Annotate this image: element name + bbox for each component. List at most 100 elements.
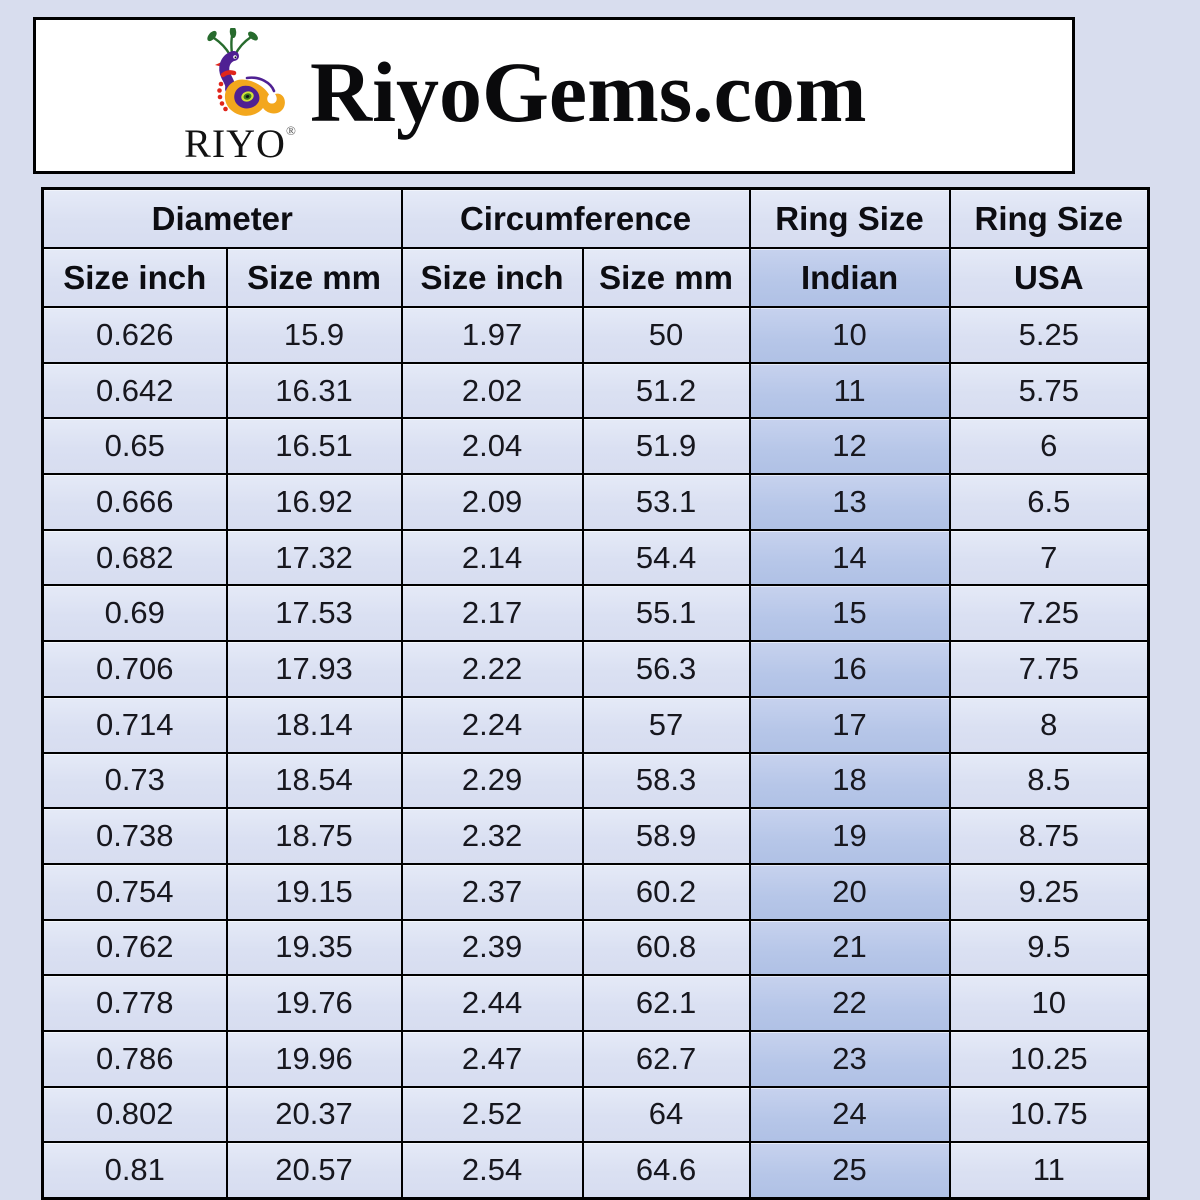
table-cell: 22 — [748, 974, 951, 1032]
table-row: 0.762 19.35 2.39 60.8 21 9.5 — [41, 918, 1150, 977]
table-row: 0.65 16.51 2.04 51.9 12 6 — [41, 417, 1150, 476]
table-row: 0.714 18.14 2.24 57 17 8 — [41, 695, 1150, 754]
table-cell: 2.29 — [400, 751, 584, 810]
table-row: 0.73 18.54 2.29 58.3 18 8.5 — [41, 751, 1150, 810]
brand-header: RIYO® RiyoGems.com — [33, 17, 1075, 174]
table-cell: 19.35 — [225, 918, 403, 977]
table-cell: 17 — [748, 695, 951, 754]
table-cell: 60.2 — [581, 862, 751, 921]
table-cell: 6.5 — [948, 473, 1150, 531]
column-header-diameter-mm: Size mm — [225, 247, 403, 308]
table-cell: 17.32 — [225, 528, 403, 587]
table-cell: 12 — [748, 417, 951, 476]
table-cell: 53.1 — [581, 473, 751, 531]
table-cell: 7.25 — [948, 584, 1150, 643]
column-group-diameter: Diameter — [41, 187, 403, 249]
table-cell: 50 — [581, 306, 751, 364]
registered-mark-icon: ® — [285, 122, 296, 138]
table-cell: 57 — [581, 695, 751, 754]
table-cell: 18.54 — [225, 751, 403, 810]
table-cell: 6 — [948, 417, 1150, 476]
table-cell: 11 — [948, 1141, 1150, 1200]
table-row: 0.754 19.15 2.37 60.2 20 9.25 — [41, 862, 1150, 921]
column-header-indian: Indian — [748, 247, 951, 308]
riyo-logo: RIYO® — [184, 27, 296, 166]
table-cell: 2.44 — [400, 974, 584, 1032]
table-cell: 10 — [948, 974, 1150, 1032]
column-header-diameter-inch: Size inch — [41, 247, 228, 308]
table-cell: 9.5 — [948, 918, 1150, 977]
table-cell: 0.666 — [41, 473, 228, 531]
peacock-icon — [207, 27, 285, 116]
table-row: 0.642 16.31 2.02 51.2 11 5.75 — [41, 361, 1150, 420]
table-cell: 2.37 — [400, 862, 584, 921]
table-cell: 19.15 — [225, 862, 403, 921]
table-cell: 16.31 — [225, 361, 403, 420]
table-cell: 58.3 — [581, 751, 751, 810]
table-cell: 5.25 — [948, 306, 1150, 364]
table-cell: 0.69 — [41, 584, 228, 643]
table-cell: 2.32 — [400, 807, 584, 865]
table-cell: 2.04 — [400, 417, 584, 476]
table-row: 0.666 16.92 2.09 53.1 13 6.5 — [41, 473, 1150, 531]
table-body: 0.626 15.9 1.97 50 10 5.25 0.642 16.31 2.02 51.2 1… — [41, 306, 1150, 1200]
table-cell: 2.54 — [400, 1141, 584, 1200]
logo-wordmark: RIYO® — [184, 120, 296, 166]
table-cell: 24 — [748, 1085, 951, 1144]
table-cell: 2.17 — [400, 584, 584, 643]
table-cell: 64.6 — [581, 1141, 751, 1200]
column-header-circumference-inch: Size inch — [400, 247, 584, 308]
table-cell: 0.706 — [41, 640, 228, 698]
column-group-circumference: Circumference — [400, 187, 751, 249]
table-cell: 2.14 — [400, 528, 584, 587]
table-cell: 20.37 — [225, 1085, 403, 1144]
table-cell: 16.92 — [225, 473, 403, 531]
table-cell: 7.75 — [948, 640, 1150, 698]
table-cell: 21 — [748, 918, 951, 977]
table-cell: 19 — [748, 807, 951, 865]
table-cell: 10.75 — [948, 1085, 1150, 1144]
table-cell: 60.8 — [581, 918, 751, 977]
table-cell: 25 — [748, 1141, 951, 1200]
table-cell: 15 — [748, 584, 951, 643]
table-row: 0.738 18.75 2.32 58.9 19 8.75 — [41, 807, 1150, 865]
table-cell: 16.51 — [225, 417, 403, 476]
table-cell: 0.81 — [41, 1141, 228, 1200]
column-header-circumference-mm: Size mm — [581, 247, 751, 308]
table-cell: 2.39 — [400, 918, 584, 977]
table-cell: 62.7 — [581, 1029, 751, 1088]
table-cell: 2.47 — [400, 1029, 584, 1088]
table-cell: 0.714 — [41, 695, 228, 754]
table-cell: 2.22 — [400, 640, 584, 698]
table-cell: 0.802 — [41, 1085, 228, 1144]
column-group-ring-size-usa: Ring Size — [948, 187, 1150, 249]
group-header-row: Diameter Circumference Ring Size Ring Si… — [41, 187, 1150, 249]
table-cell: 55.1 — [581, 584, 751, 643]
table-cell: 0.738 — [41, 807, 228, 865]
table-cell: 0.682 — [41, 528, 228, 587]
table-cell: 17.93 — [225, 640, 403, 698]
table-row: 0.69 17.53 2.17 55.1 15 7.25 — [41, 584, 1150, 643]
table-row: 0.706 17.93 2.22 56.3 16 7.75 — [41, 640, 1150, 698]
table-cell: 19.96 — [225, 1029, 403, 1088]
table-cell: 64 — [581, 1085, 751, 1144]
table-cell: 7 — [948, 528, 1150, 587]
table-cell: 8 — [948, 695, 1150, 754]
table-cell: 2.02 — [400, 361, 584, 420]
table-cell: 14 — [748, 528, 951, 587]
table-cell: 9.25 — [948, 862, 1150, 921]
table-cell: 58.9 — [581, 807, 751, 865]
table-cell: 15.9 — [225, 306, 403, 364]
table-cell: 10.25 — [948, 1029, 1150, 1088]
ring-size-table: Diameter Circumference Ring Size Ring Si… — [41, 187, 1151, 1200]
table-cell: 0.778 — [41, 974, 228, 1032]
table-cell: 17.53 — [225, 584, 403, 643]
table-cell: 5.75 — [948, 361, 1150, 420]
table-cell: 1.97 — [400, 306, 584, 364]
sub-header-row: Size inch Size mm Size inch Size mm Indi… — [41, 247, 1150, 308]
table-cell: 10 — [748, 306, 951, 364]
table-row: 0.778 19.76 2.44 62.1 22 10 — [41, 974, 1150, 1032]
brand-title: RiyoGems.com — [310, 43, 867, 140]
table-row: 0.786 19.96 2.47 62.7 23 10.25 — [41, 1029, 1150, 1088]
table-cell: 54.4 — [581, 528, 751, 587]
